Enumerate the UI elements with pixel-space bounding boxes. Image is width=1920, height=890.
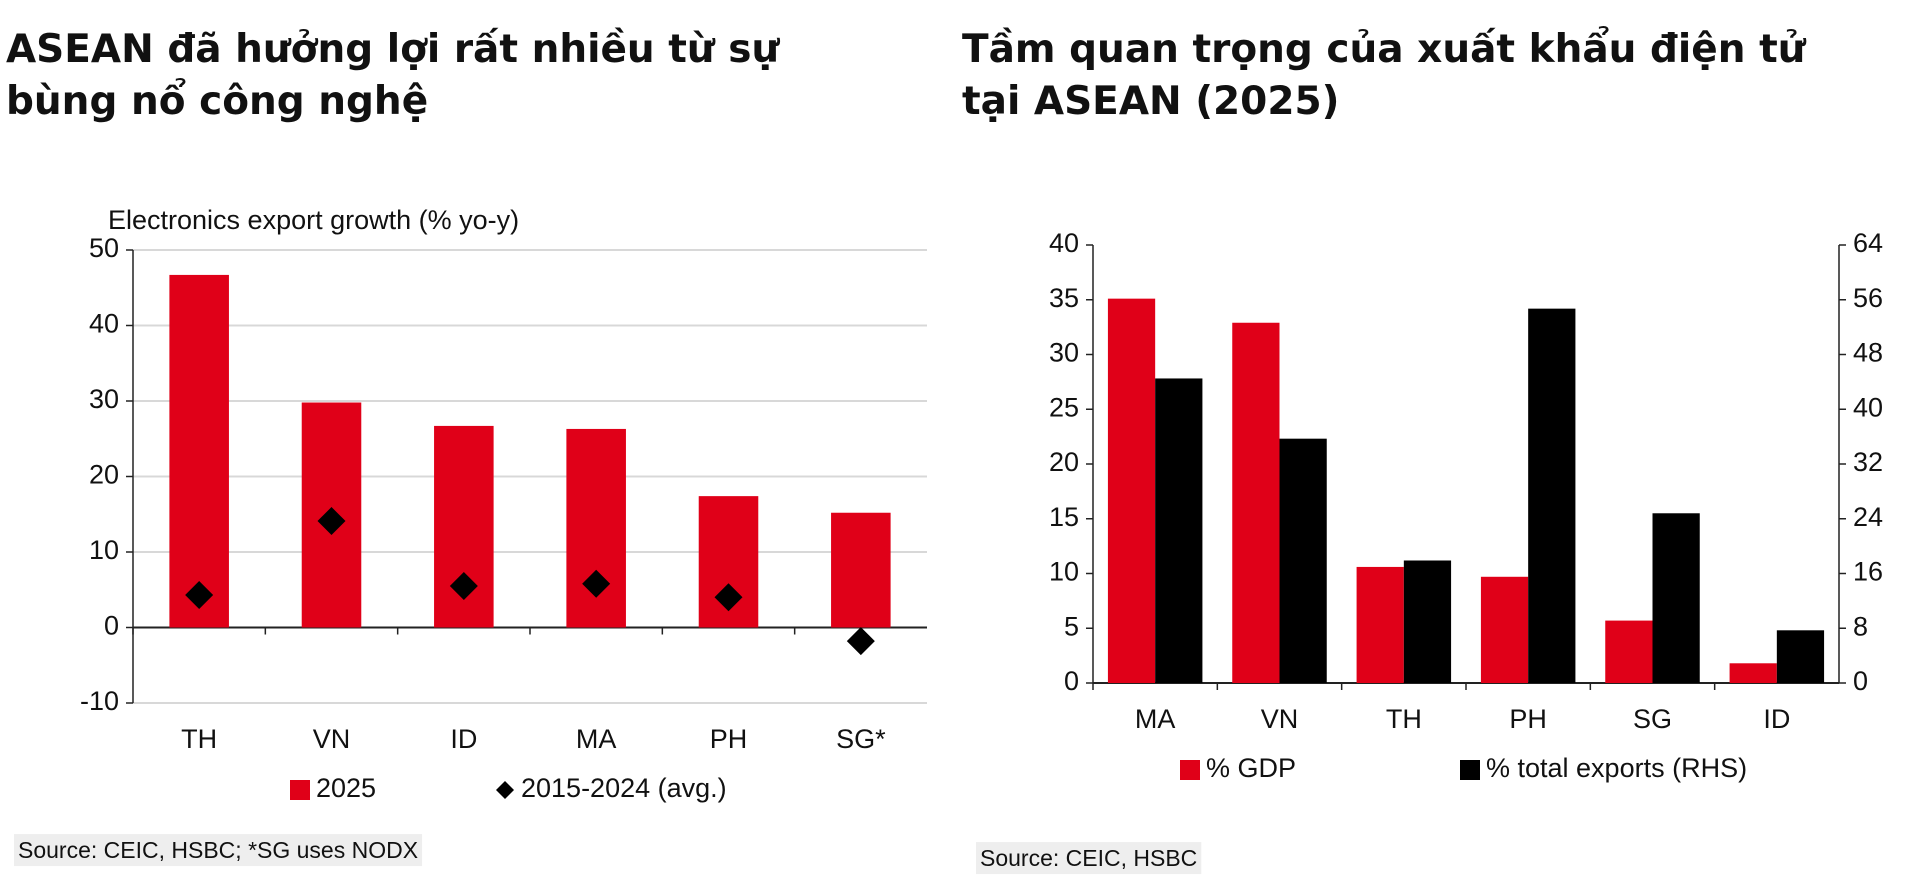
y-tick-label: -10 bbox=[80, 686, 119, 716]
x-tick-label: MA bbox=[1135, 704, 1176, 734]
diamond-marker bbox=[317, 507, 346, 536]
y2-tick-label: 8 bbox=[1853, 611, 1868, 641]
y-tick-label: 40 bbox=[89, 309, 119, 339]
diamond-marker bbox=[846, 627, 875, 656]
legend-swatch bbox=[290, 780, 310, 800]
diamond-marker bbox=[714, 583, 743, 612]
bar bbox=[1605, 620, 1653, 683]
legend-swatch bbox=[1460, 760, 1480, 780]
bar bbox=[1652, 513, 1700, 683]
bar bbox=[831, 512, 891, 628]
bar bbox=[169, 274, 229, 628]
x-tick-label: ID bbox=[450, 724, 477, 754]
y-tick-label: 35 bbox=[1049, 283, 1079, 313]
bar bbox=[1729, 663, 1777, 683]
bar bbox=[1776, 630, 1825, 683]
y-tick-label: 0 bbox=[104, 611, 119, 641]
y-tick-label: 40 bbox=[1049, 228, 1079, 258]
x-tick-label: VN bbox=[1261, 704, 1299, 734]
source-background bbox=[976, 842, 1202, 875]
source: Source: CEIC, HSBC bbox=[980, 845, 1197, 871]
y2-tick-label: 24 bbox=[1853, 502, 1883, 532]
legend-swatch bbox=[1180, 760, 1200, 780]
bar bbox=[1480, 576, 1529, 683]
y-tick-label: 20 bbox=[1049, 447, 1079, 477]
bar bbox=[566, 428, 626, 628]
bar bbox=[1356, 566, 1404, 683]
bar bbox=[1528, 308, 1576, 683]
x-tick-label: ID bbox=[1763, 704, 1790, 734]
y-tick-label: 30 bbox=[1049, 338, 1079, 368]
y2-tick-label: 0 bbox=[1853, 666, 1868, 696]
chart-title: ASEAN đã hưởng lợi rất nhiều từ sự bùng … bbox=[6, 27, 780, 124]
y-tick-label: 15 bbox=[1049, 502, 1079, 532]
chart-title: Tầm quan trọng của xuất khẩu điện tử tại… bbox=[962, 27, 1806, 124]
y2-tick-label: 16 bbox=[1853, 557, 1883, 587]
legend-label: % GDP bbox=[1206, 753, 1296, 783]
x-tick-label: SG bbox=[1633, 704, 1672, 734]
bar bbox=[1232, 322, 1280, 683]
x-tick-label: TH bbox=[1386, 704, 1422, 734]
source: Source: CEIC, HSBC; *SG uses NODX bbox=[18, 837, 418, 863]
diamond-marker bbox=[582, 569, 611, 598]
bar bbox=[1279, 438, 1327, 683]
y2-tick-label: 64 bbox=[1853, 228, 1883, 258]
x-tick-label: PH bbox=[1509, 704, 1547, 734]
x-tick-label: PH bbox=[710, 724, 748, 754]
x-tick-label: TH bbox=[181, 724, 217, 754]
bar bbox=[1155, 378, 1203, 683]
bar bbox=[1403, 560, 1452, 683]
y-axis-label: Electronics export growth (% yo-y) bbox=[108, 205, 519, 235]
y2-tick-label: 32 bbox=[1853, 447, 1883, 477]
y-tick-label: 20 bbox=[89, 460, 119, 490]
y2-tick-label: 48 bbox=[1853, 338, 1883, 368]
y-tick-label: 10 bbox=[1049, 557, 1079, 587]
diamond-marker bbox=[185, 581, 214, 610]
y-tick-label: 0 bbox=[1064, 666, 1079, 696]
y-tick-label: 10 bbox=[89, 535, 119, 565]
y-tick-label: 5 bbox=[1064, 611, 1079, 641]
y-tick-label: 25 bbox=[1049, 392, 1079, 422]
bar bbox=[1107, 298, 1156, 683]
x-tick-label: SG* bbox=[836, 724, 886, 754]
source-background bbox=[14, 834, 423, 867]
legend-label: 2015-2024 (avg.) bbox=[521, 773, 727, 803]
legend-swatch bbox=[496, 781, 514, 799]
y-tick-label: 50 bbox=[89, 233, 119, 263]
y2-tick-label: 40 bbox=[1853, 392, 1883, 422]
x-tick-label: MA bbox=[576, 724, 617, 754]
x-tick-label: VN bbox=[313, 724, 351, 754]
legend-label: % total exports (RHS) bbox=[1486, 753, 1747, 783]
legend-label: 2025 bbox=[316, 773, 376, 803]
diamond-marker bbox=[449, 571, 478, 600]
y2-tick-label: 56 bbox=[1853, 283, 1883, 313]
y-tick-label: 30 bbox=[89, 384, 119, 414]
